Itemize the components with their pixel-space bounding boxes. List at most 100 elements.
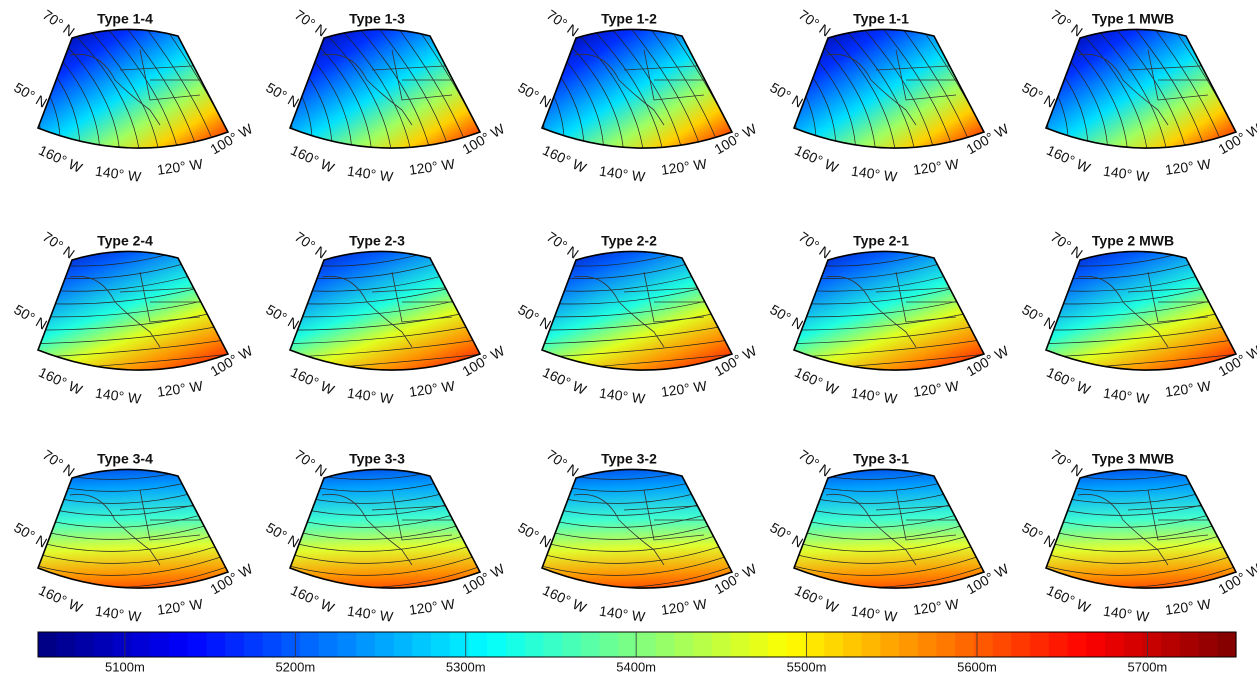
lat-label: 70° N xyxy=(40,228,78,261)
lon-label: 140° W xyxy=(346,385,395,407)
lon-label: 160° W xyxy=(36,582,85,616)
lat-label: 50° N xyxy=(11,301,49,332)
colorbar-step xyxy=(338,632,357,657)
lon-label: 160° W xyxy=(36,364,85,398)
lon-label: 160° W xyxy=(1044,142,1093,176)
contour-line xyxy=(212,20,293,190)
colorbar-step xyxy=(487,632,506,657)
map-field xyxy=(716,15,1028,190)
colorbar-step xyxy=(1086,632,1105,657)
colorbar-step xyxy=(880,632,899,657)
map-panel: Type 1-270° N50° N160° W140° W120° W100°… xyxy=(464,6,776,190)
colorbar-step xyxy=(506,632,525,657)
colorbar-step xyxy=(787,632,806,657)
colorbar-step xyxy=(1011,632,1030,657)
colorbar-step xyxy=(805,632,824,657)
colorbar-step xyxy=(300,632,319,657)
lon-label: 140° W xyxy=(94,385,143,407)
contour-line xyxy=(464,20,545,190)
lat-label: 50° N xyxy=(1019,301,1057,332)
map-panel: Type 1 MWB70° N50° N160° W140° W120° W10… xyxy=(968,6,1257,190)
colorbar-step xyxy=(394,632,413,657)
panel-title: Type 1-2 xyxy=(601,11,657,27)
lon-label: 160° W xyxy=(540,142,589,176)
colorbar-step xyxy=(113,632,132,657)
lon-label: 160° W xyxy=(792,364,841,398)
lon-label: 140° W xyxy=(1102,163,1151,185)
colorbar-step xyxy=(581,632,600,657)
lon-label: 140° W xyxy=(94,163,143,185)
lon-label: 120° W xyxy=(912,377,961,399)
colorbar-tick-label: 5300m xyxy=(446,659,486,674)
colorbar-step xyxy=(188,632,207,657)
lat-label: 50° N xyxy=(515,301,553,332)
lon-label: 120° W xyxy=(660,155,709,177)
colorbar-step xyxy=(768,632,787,657)
colorbar-step xyxy=(1142,632,1161,657)
panel-title: Type 1-4 xyxy=(97,11,153,27)
colorbar-step xyxy=(918,632,937,657)
panel-title: Type 3-1 xyxy=(853,451,909,467)
lon-label: 120° W xyxy=(660,595,709,617)
panel-title: Type 1-1 xyxy=(853,11,909,27)
colorbar-step xyxy=(412,632,431,657)
colorbar-step xyxy=(57,632,76,657)
colorbar-step xyxy=(319,632,338,657)
colorbar-step xyxy=(356,632,375,657)
lon-label: 160° W xyxy=(540,582,589,616)
lon-label: 160° W xyxy=(1044,364,1093,398)
lon-label: 120° W xyxy=(156,595,205,617)
colorbar-step xyxy=(674,632,693,657)
lat-label: 70° N xyxy=(292,6,330,39)
lon-label: 160° W xyxy=(288,142,337,176)
lon-label: 160° W xyxy=(1044,582,1093,616)
colorbar-step xyxy=(637,632,656,657)
colorbar-step xyxy=(431,632,450,657)
lat-label: 50° N xyxy=(263,301,301,332)
lon-label: 120° W xyxy=(912,155,961,177)
colorbar-step xyxy=(562,632,581,657)
colorbar-step xyxy=(375,632,394,657)
colorbar-tick-label: 5400m xyxy=(616,659,656,674)
lon-label: 160° W xyxy=(792,142,841,176)
lon-label: 140° W xyxy=(598,603,647,625)
colorbar-step xyxy=(993,632,1012,657)
colorbar-step xyxy=(244,632,263,657)
colorbar-step xyxy=(281,632,300,657)
lon-label: 160° W xyxy=(792,582,841,616)
lat-label: 50° N xyxy=(767,301,805,332)
colorbar-step xyxy=(1049,632,1068,657)
lat-label: 50° N xyxy=(515,79,553,110)
map-panel: Type 1-470° N50° N160° W140° W120° W100°… xyxy=(0,6,272,190)
lat-label: 70° N xyxy=(1048,228,1086,261)
lat-label: 70° N xyxy=(544,228,582,261)
panel-title: Type 2-1 xyxy=(853,233,909,249)
lon-label: 140° W xyxy=(850,163,899,185)
lon-label: 140° W xyxy=(1102,385,1151,407)
lat-label: 70° N xyxy=(796,446,834,479)
contour-line xyxy=(968,20,1049,190)
lon-label: 160° W xyxy=(288,582,337,616)
lat-label: 50° N xyxy=(11,79,49,110)
colorbar-step xyxy=(618,632,637,657)
lat-label: 50° N xyxy=(263,519,301,550)
map-field xyxy=(464,15,776,190)
lon-label: 120° W xyxy=(408,377,457,399)
panel-title: Type 1 MWB xyxy=(1092,11,1174,27)
panel-title: Type 2-4 xyxy=(97,233,153,249)
colorbar-step xyxy=(656,632,675,657)
colorbar-step xyxy=(843,632,862,657)
colorbar-step xyxy=(450,632,469,657)
lat-label: 50° N xyxy=(1019,519,1057,550)
colorbar-step xyxy=(1030,632,1049,657)
colorbar-tick-label: 5100m xyxy=(105,659,145,674)
colorbar-tick-label: 5500m xyxy=(787,659,827,674)
colorbar-step xyxy=(206,632,225,657)
lon-label: 140° W xyxy=(1102,603,1151,625)
colorbar-step xyxy=(469,632,488,657)
colorbar-step xyxy=(1180,632,1199,657)
